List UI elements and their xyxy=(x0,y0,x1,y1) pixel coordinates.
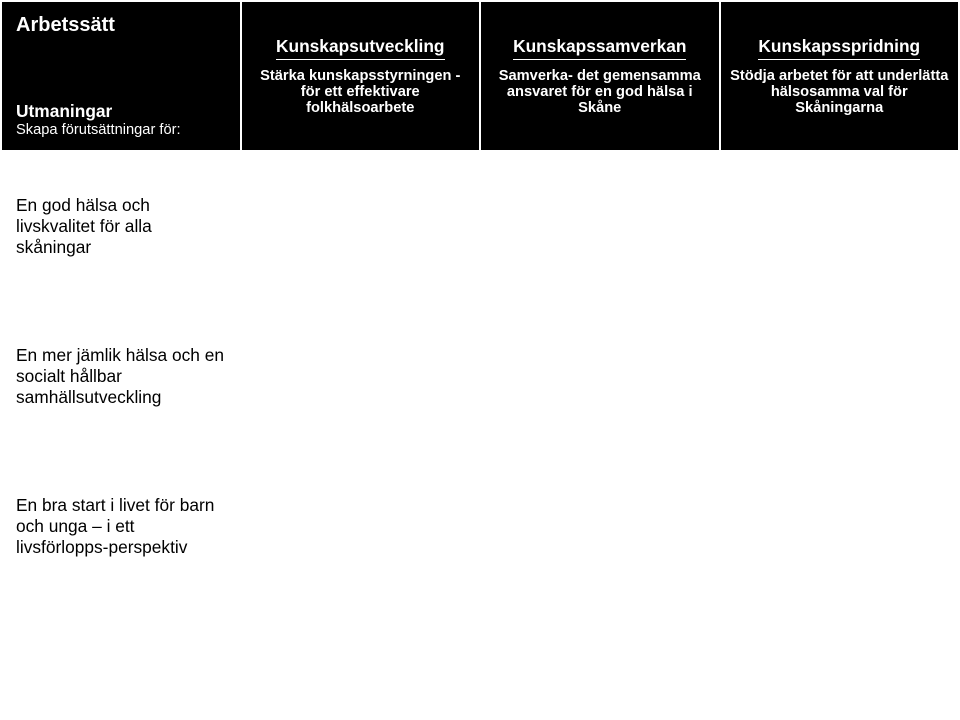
table-row: En mer jämlik hälsa och en socialt hållb… xyxy=(1,301,959,451)
cell xyxy=(480,151,720,301)
table-row: En god hälsa och livskvalitet för alla s… xyxy=(1,151,959,301)
cell xyxy=(720,451,960,601)
row-label: En mer jämlik hälsa och en socialt hållb… xyxy=(1,301,241,451)
page: Arbetssätt Utmaningar Skapa förutsättnin… xyxy=(0,0,960,720)
arbetssatt-title: Arbetssätt xyxy=(16,14,226,37)
header-col-1: Kunskapssamverkan Samverka- det gemensam… xyxy=(480,1,720,151)
col-title: Kunskapsutveckling xyxy=(276,36,445,60)
col-title: Kunskapssamverkan xyxy=(513,36,686,60)
cell xyxy=(720,151,960,301)
matrix-table: Arbetssätt Utmaningar Skapa förutsättnin… xyxy=(0,0,960,602)
cell xyxy=(241,301,481,451)
table-body: En god hälsa och livskvalitet för alla s… xyxy=(1,151,959,601)
cell xyxy=(241,451,481,601)
cell xyxy=(241,151,481,301)
row-label: En bra start i livet för barn och unga –… xyxy=(1,451,241,601)
utmaningar-subtitle: Skapa förutsättningar för: xyxy=(16,122,226,138)
header-col-2: Kunskapsspridning Stödja arbetet för att… xyxy=(720,1,960,151)
row-label: En god hälsa och livskvalitet för alla s… xyxy=(1,151,241,301)
table-row: En bra start i livet för barn och unga –… xyxy=(1,451,959,601)
cell xyxy=(480,451,720,601)
table-header: Arbetssätt Utmaningar Skapa förutsättnin… xyxy=(1,1,959,151)
header-col-0: Kunskapsutveckling Stärka kunskapsstyrni… xyxy=(241,1,481,151)
utmaningar-block: Utmaningar Skapa förutsättningar för: xyxy=(16,101,226,138)
col-desc: Stärka kunskapsstyrningen - för ett effe… xyxy=(250,68,472,116)
cell xyxy=(720,301,960,451)
cell xyxy=(480,301,720,451)
col-title: Kunskapsspridning xyxy=(758,36,920,60)
utmaningar-title: Utmaningar xyxy=(16,101,226,122)
col-desc: Samverka- det gemensamma ansvaret för en… xyxy=(489,68,711,116)
header-topleft: Arbetssätt Utmaningar Skapa förutsättnin… xyxy=(1,1,241,151)
col-desc: Stödja arbetet för att underlätta hälsos… xyxy=(729,68,951,116)
